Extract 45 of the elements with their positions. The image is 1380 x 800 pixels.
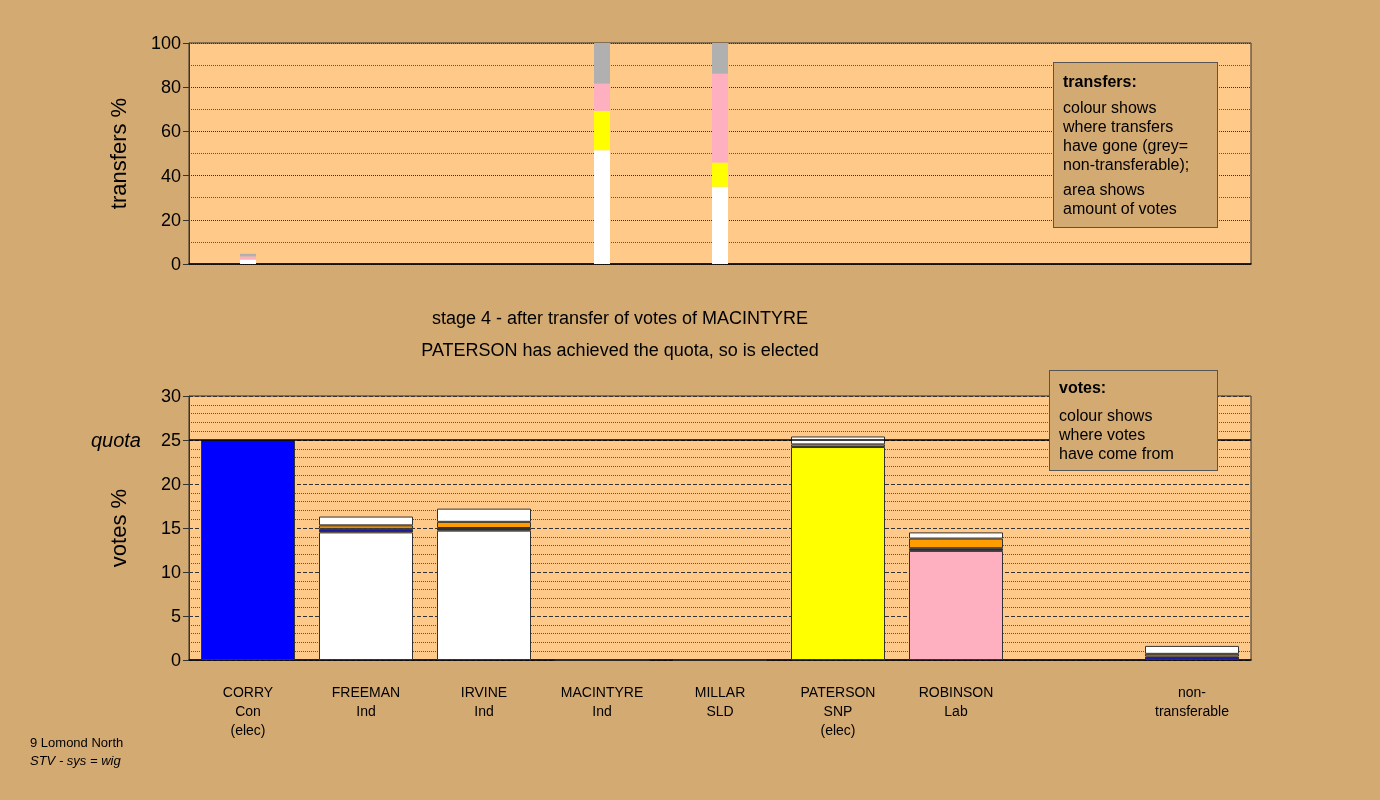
x-tick-label: FREEMAN Ind: [331, 683, 401, 719]
x-tick-label: PATERSON SNP (elec): [800, 683, 876, 738]
ref-line-label: quota: [90, 429, 141, 451]
y-axis-title: votes %: [105, 488, 131, 568]
bar: [240, 259, 256, 264]
annotation: colour shows where transfers have gone (grey= non-transferable);: [1063, 98, 1191, 174]
x-tick-label: ROBINSON Lab: [918, 683, 994, 719]
y-tick-label: 25: [160, 430, 181, 450]
chart-subtitle: PATERSON has achieved the quota, so is elected: [421, 340, 819, 360]
x-tick-label: MACINTYRE Ind: [560, 683, 644, 719]
y-tick-label: 0: [170, 650, 181, 670]
bar: [594, 110, 610, 151]
bar: [319, 516, 413, 526]
note-box: votes: colour shows where votes have come from: [1049, 370, 1218, 471]
y-tick-label: 80: [160, 77, 181, 98]
annotation: colour shows where votes have come from: [1059, 406, 1175, 463]
y-axis-title: transfers %: [105, 97, 131, 210]
bar: [594, 83, 610, 111]
bar: [1145, 645, 1239, 654]
bar: [712, 73, 728, 163]
y-tick-label: 15: [160, 518, 181, 538]
bar: [594, 150, 610, 264]
y-tick-label: 20: [160, 474, 181, 494]
x-tick-label: CORRY Con (elec): [222, 683, 274, 738]
text: STV - sys = wig: [30, 752, 122, 768]
y-tick-label: 20: [160, 209, 181, 230]
bar: [712, 43, 728, 74]
bar: [712, 186, 728, 264]
y-tick-label: 100: [150, 33, 181, 53]
y-tick-label: 30: [160, 386, 181, 406]
chart-title: stage 4 - after transfer of votes of MACINTYRE: [431, 308, 809, 328]
bar: [594, 43, 610, 84]
y-tick-label: 5: [170, 606, 181, 626]
annotation: area shows amount of votes: [1063, 180, 1178, 218]
y-tick-label: 10: [160, 562, 181, 582]
x-tick-label: IRVINE Ind: [460, 683, 508, 719]
text: 9 Lomond North: [30, 734, 124, 750]
note-box: transfers: colour shows where transfers have gone (grey= non-transferable); area shows amount of votes: [1053, 62, 1218, 228]
x-tick-label: MILLAR SLD: [694, 683, 746, 719]
y-tick-label: 0: [170, 254, 181, 274]
bar: [712, 162, 728, 187]
y-tick-label: 40: [160, 165, 181, 186]
x-tick-label: non- transferable: [1155, 683, 1230, 719]
y-tick-label: 60: [160, 121, 181, 142]
annotation: transfers:: [1063, 72, 1138, 91]
